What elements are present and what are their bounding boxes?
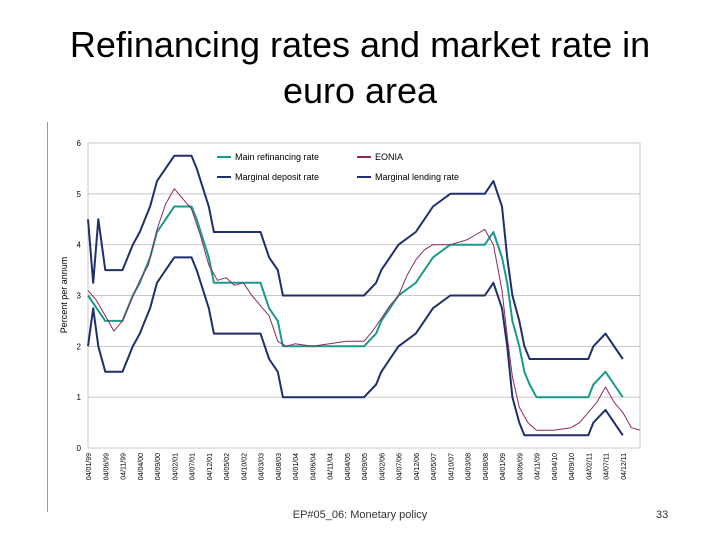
x-tick-label: 04/06/99 xyxy=(103,453,110,480)
series-layer xyxy=(87,154,641,437)
footer-text: EP#05_06: Monetary policy xyxy=(292,509,428,521)
x-tick-label: 04/01/99 xyxy=(86,453,93,480)
x-tick-label: 04/01/09 xyxy=(500,453,507,480)
x-tick-label: 04/11/09 xyxy=(535,453,542,480)
x-tick-label: 04/12/06 xyxy=(414,453,421,480)
slide-title: Refinancing rates and market rate in eur… xyxy=(40,22,680,114)
x-tick-label: 04/07/06 xyxy=(397,453,404,480)
y-tick-label: 1 xyxy=(77,393,82,402)
series-line-marginal-deposit-rate xyxy=(87,256,624,437)
x-tick-label: 04/09/05 xyxy=(362,453,369,480)
legend-label: Marginal lending rate xyxy=(375,172,459,182)
series-line-main-refinancing-rate xyxy=(87,205,624,399)
x-tick-label: 04/07/11 xyxy=(604,453,611,480)
series-line-marginal-lending-rate xyxy=(87,154,624,360)
x-tick-label: 04/02/01 xyxy=(172,453,179,480)
x-tick-label: 04/11/99 xyxy=(121,453,128,480)
x-tick-label: 04/01/04 xyxy=(293,453,300,480)
y-tick-label: 4 xyxy=(77,241,82,250)
x-tick-label: 04/04/05 xyxy=(345,453,352,480)
y-axis-label: Percent per annum xyxy=(59,257,69,334)
axis-layer: 0 1 2 3 4 5 6 04/01/99 04/06/99 04/11/99 04/04/00 0… xyxy=(77,139,628,480)
legend-label: Main refinancing rate xyxy=(235,152,319,162)
slide-title-line1: Refinancing rates and market rate in xyxy=(69,24,651,65)
x-tick-label: 04/08/03 xyxy=(276,453,283,480)
series-line-eonia xyxy=(87,188,641,431)
x-tick-label: 04/06/04 xyxy=(310,453,317,480)
page-number: 33 xyxy=(656,509,669,521)
x-tick-label: 04/09/00 xyxy=(155,453,162,480)
x-tick-label: 04/04/00 xyxy=(138,453,145,480)
x-tick-label: 04/08/08 xyxy=(483,453,490,480)
y-tick-label: 2 xyxy=(77,342,82,351)
x-tick-label: 04/06/09 xyxy=(517,453,524,480)
x-tick-label: 04/07/01 xyxy=(190,453,197,480)
x-tick-label: 04/05/02 xyxy=(224,453,231,480)
y-tick-label: 5 xyxy=(77,190,82,199)
x-tick-label: 04/12/01 xyxy=(207,453,214,480)
slide-title-line2: euro area xyxy=(282,70,438,111)
x-tick-label: 04/09/10 xyxy=(569,453,576,480)
legend: Main refinancing rate EONIA Marginal depos… xyxy=(217,152,459,182)
x-tick-label: 04/11/04 xyxy=(328,453,335,480)
x-tick-label: 04/03/03 xyxy=(259,453,266,480)
x-tick-label: 04/02/11 xyxy=(586,453,593,480)
legend-label: EONIA xyxy=(375,152,403,162)
y-tick-label: 0 xyxy=(77,444,82,453)
legend-label: Marginal deposit rate xyxy=(235,172,319,182)
x-tick-label: 04/10/07 xyxy=(448,453,455,480)
x-tick-label: 04/12/11 xyxy=(621,453,628,480)
y-tick-label: 3 xyxy=(77,292,82,301)
x-tick-label: 04/05/07 xyxy=(431,453,438,480)
x-tick-label: 04/10/02 xyxy=(241,453,248,480)
x-tick-label: 04/04/10 xyxy=(552,453,559,480)
x-tick-label: 04/03/08 xyxy=(466,453,473,480)
left-border-line xyxy=(47,122,48,512)
y-tick-label: 6 xyxy=(77,139,82,148)
x-tick-label: 04/02/06 xyxy=(379,453,386,480)
